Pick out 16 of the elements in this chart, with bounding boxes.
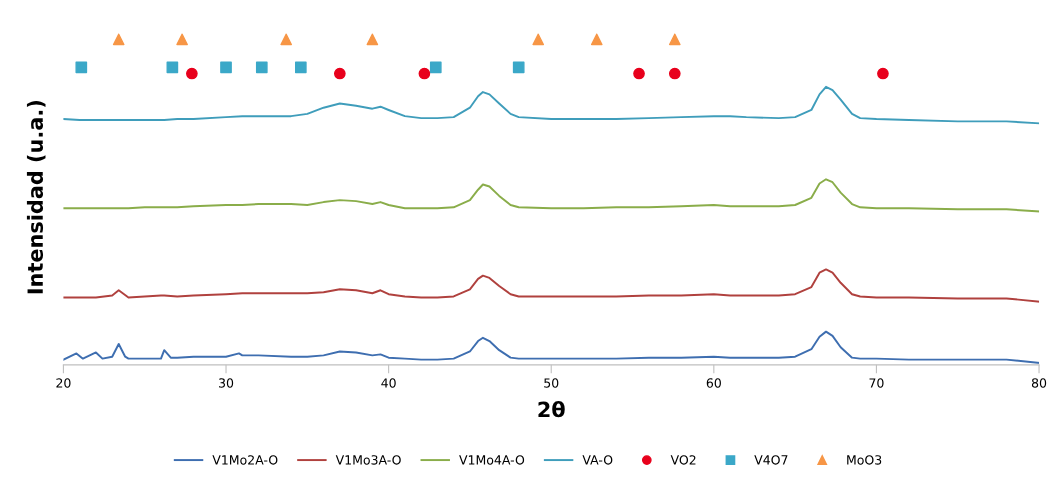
x-tick-label: 30 <box>219 378 234 388</box>
x-tick-label: 80 <box>1031 378 1047 388</box>
x-tick-label: 20 <box>56 378 71 388</box>
legend-label: VA-O <box>582 455 613 465</box>
legend-label: V4O7 <box>754 455 788 465</box>
x-axis-title: 2θ <box>538 401 565 418</box>
x-tick-label: 60 <box>706 378 721 388</box>
legend-label: MoO3 <box>847 455 882 465</box>
x-tick-label: 50 <box>544 378 559 388</box>
legend-label: V1Mo3A-O <box>335 455 401 465</box>
legend-label: V1Mo4A-O <box>459 455 525 465</box>
legend-label: V1Mo2A-O <box>212 455 278 465</box>
legend-label: VO2 <box>670 455 696 465</box>
y-axis-title: Intensidad (u.a.) <box>26 101 46 294</box>
x-tick-label: 70 <box>869 378 884 388</box>
x-tick-label: 40 <box>381 378 396 388</box>
